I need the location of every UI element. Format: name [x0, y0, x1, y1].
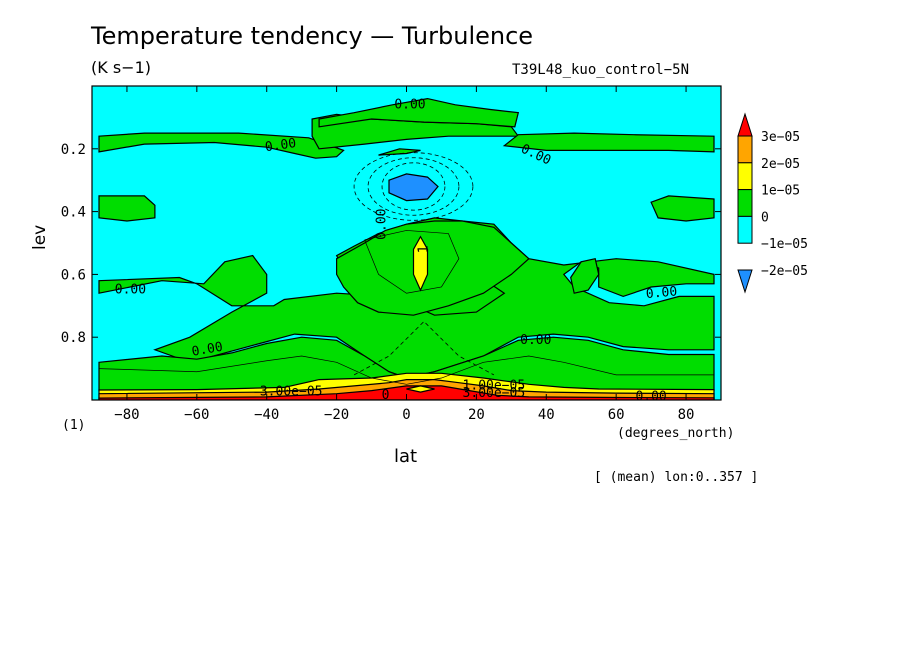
x-tick-label: 60 — [608, 407, 625, 423]
colorbar-label: 2e−05 — [761, 157, 800, 172]
contour-label: 1.00e−05 — [463, 378, 526, 393]
contour-region — [336, 220, 530, 316]
contour-label: 0.00 — [645, 284, 678, 302]
contour-label: 0.00 — [394, 97, 425, 112]
contour-line — [364, 230, 460, 294]
contour-label: 0.00 — [635, 389, 666, 404]
x-tick-label: −60 — [184, 407, 209, 423]
plot-area: 0.000.00 0.000.000.00 0.000.00 0.0010.001.0… — [61, 85, 722, 423]
y-tick-label: 0.2 — [61, 142, 86, 158]
x-tick-label: −40 — [254, 407, 279, 423]
contour-line — [98, 355, 715, 385]
positive-contours — [98, 230, 715, 385]
colorbar-label: 3e−05 — [761, 130, 800, 145]
contour-region — [378, 148, 421, 156]
contour-region — [406, 385, 435, 393]
colorbar-label: 0 — [761, 210, 769, 225]
colorbar-label: −2e−05 — [761, 264, 808, 279]
colorbar-label: −1e−05 — [761, 237, 808, 252]
contour-region — [98, 385, 715, 400]
chart-title: Temperature tendency — Turbulence — [91, 22, 534, 50]
colorbar: 3e−05 2e−05 1e−05 0 −1e−05 −2e−05 — [737, 112, 808, 294]
y-tick-label: 0.4 — [61, 205, 86, 221]
contour-region — [570, 257, 600, 294]
contour-label: 1 — [416, 245, 431, 253]
contour-label: 3.00e−05 — [260, 385, 323, 400]
averaging-note: [ (mean) lon:0..357 ] — [594, 470, 759, 485]
contour-region — [412, 235, 429, 292]
x-tick-label: −80 — [114, 407, 139, 423]
y-tick-label: 0.8 — [61, 330, 86, 346]
x-axis-label: lat — [394, 446, 418, 467]
contour-region — [98, 336, 715, 392]
colorbar-swatch — [737, 269, 753, 294]
x-tick-label: 80 — [678, 407, 695, 423]
x-axis-units: (degrees_north) — [617, 426, 735, 441]
contour-region — [98, 195, 156, 222]
dashed-contour — [353, 152, 474, 221]
x-tick-label: 0 — [402, 407, 410, 423]
colorbar-swatch — [737, 135, 753, 164]
colorbar-label: 1e−05 — [761, 184, 800, 199]
colorbar-swatch — [737, 112, 753, 137]
contour-label: 0.00 — [520, 333, 551, 348]
negative-contours — [353, 152, 495, 376]
contour-label: 0.00 — [191, 340, 224, 360]
y-axis-units: (1) — [62, 418, 86, 433]
x-tick-label: −20 — [324, 407, 349, 423]
dashed-contour — [367, 157, 460, 216]
colorbar-swatch — [737, 189, 753, 217]
x-tick-label: 20 — [468, 407, 485, 423]
contour-label: 0 — [382, 388, 390, 403]
colorbar-swatch — [737, 162, 753, 191]
filled-contours — [98, 97, 715, 400]
experiment-label: T39L48_kuo_control−5N — [512, 62, 690, 78]
contour-region — [502, 132, 715, 153]
contour-region — [98, 132, 345, 159]
contour-region — [650, 195, 715, 222]
contour-label: 3.00e−05 — [463, 386, 526, 401]
dashed-contour — [381, 162, 446, 211]
y-tick-label: 0.6 — [61, 267, 86, 283]
contour-label: 0.00 — [375, 209, 390, 240]
contour-label: 0.00 — [115, 283, 146, 298]
contour-label: 0.00 — [264, 136, 297, 155]
contour-region — [388, 173, 439, 202]
contour-region — [318, 97, 520, 128]
x-tick-label: 40 — [538, 407, 555, 423]
colorbar-swatch — [737, 215, 753, 244]
chart-units: (K s−1) — [91, 58, 151, 77]
